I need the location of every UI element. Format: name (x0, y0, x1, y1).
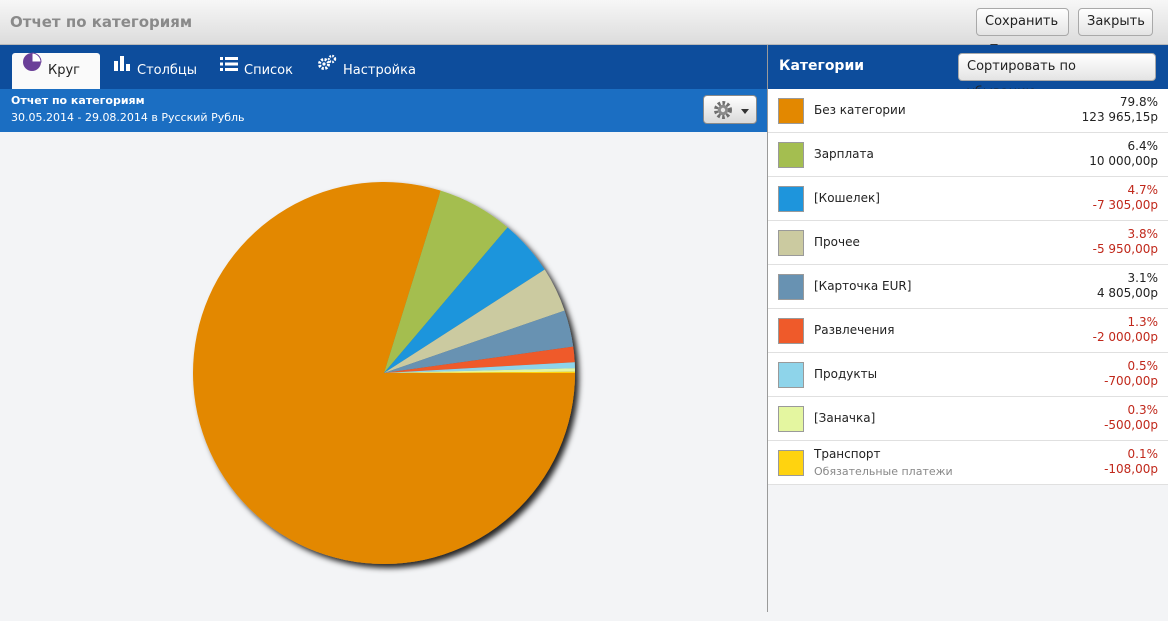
pie-slice[interactable] (384, 227, 545, 373)
category-name: Без категории (814, 103, 906, 117)
category-color-swatch (778, 186, 804, 212)
pie-slice[interactable] (384, 310, 574, 373)
category-percent: 79.8% (1119, 95, 1158, 109)
pie-slice[interactable] (384, 371, 575, 373)
category-amount: 4 805,00р (1096, 286, 1158, 300)
category-row[interactable]: Без категории 79.8% 123 965,15р (768, 89, 1168, 133)
category-row[interactable]: Зарплата 6.4% 10 000,00р (768, 133, 1168, 177)
pie-chart-icon (22, 51, 42, 87)
chevron-down-icon (741, 109, 749, 114)
category-color-swatch (778, 274, 804, 300)
category-name: Развлечения (814, 323, 895, 337)
pie-slice[interactable] (384, 190, 508, 373)
chart-area (0, 132, 767, 621)
panel-divider (767, 45, 768, 612)
category-percent: 0.3% (1127, 403, 1159, 417)
categories-title: Категории (779, 58, 865, 74)
report-settings-button[interactable] (703, 95, 757, 124)
category-percent: 1.3% (1127, 315, 1159, 329)
sort-dropdown[interactable]: Сортировать по убыванию (958, 53, 1156, 100)
report-title: Отчет по категориям (11, 94, 145, 107)
category-name: [Кошелек] (814, 191, 880, 205)
category-name: Транспорт (814, 447, 881, 461)
category-amount: -5 950,00р (1092, 242, 1158, 256)
tab-list-label: Список (244, 63, 293, 78)
pie-slice[interactable] (384, 362, 575, 373)
tab-settings-label: Настройка (343, 63, 416, 78)
pie-chart (193, 182, 575, 564)
category-percent: 0.5% (1127, 359, 1159, 373)
tab-columns-label: Столбцы (137, 63, 198, 78)
category-name: Зарплата (814, 147, 874, 161)
category-percent: 3.1% (1127, 271, 1159, 285)
category-amount: 10 000,00р (1089, 154, 1158, 168)
list-icon (220, 51, 238, 87)
category-row[interactable]: Развлечения 1.3% -2 000,00р (768, 309, 1168, 353)
category-percent: 3.8% (1127, 227, 1159, 241)
gear-icon (713, 100, 733, 124)
category-name: Прочее (814, 235, 860, 249)
gears-icon (317, 51, 337, 87)
category-color-swatch (778, 406, 804, 432)
close-button[interactable]: Закрыть (1078, 8, 1153, 36)
category-row[interactable]: [Кошелек] 4.7% -7 305,00р (768, 177, 1168, 221)
pie-slice[interactable] (384, 269, 565, 373)
category-row[interactable]: Транспорт Обязательные платежи 0.1% -108,00… (768, 441, 1168, 485)
tab-pie[interactable]: Круг (12, 51, 100, 89)
title-bar: Отчет по категориям Сохранить Закрыть (0, 0, 1168, 49)
category-color-swatch (778, 142, 804, 168)
category-row[interactable]: [Заначка] 0.3% -500,00р (768, 397, 1168, 441)
category-amount: 123 965,15р (1081, 110, 1158, 124)
pie-slice[interactable] (193, 182, 575, 564)
category-color-swatch (778, 230, 804, 256)
category-color-swatch (778, 318, 804, 344)
category-name: Продукты (814, 367, 878, 381)
report-subtitle: 30.05.2014 - 29.08.2014 в Русский Рубль (11, 111, 245, 124)
category-color-swatch (778, 450, 804, 476)
category-percent: 6.4% (1127, 139, 1159, 153)
category-amount: -7 305,00р (1092, 198, 1158, 212)
save-button[interactable]: Сохранить (976, 8, 1069, 49)
report-header: Отчет по категориям 30.05.2014 - 29.08.2… (0, 89, 767, 132)
category-row[interactable]: Продукты 0.5% -700,00р (768, 353, 1168, 397)
tab-settings[interactable]: Настройка (307, 53, 426, 89)
save-button-label: Сохранить (985, 14, 1059, 29)
category-percent: 4.7% (1127, 183, 1159, 197)
bar-chart-icon (113, 51, 131, 87)
close-button-label: Закрыть (1087, 14, 1145, 29)
tab-columns[interactable]: Столбцы (103, 53, 207, 89)
category-amount: -2 000,00р (1092, 330, 1158, 344)
pie-slice[interactable] (384, 346, 575, 373)
category-subtitle: Обязательные платежи (814, 465, 953, 478)
category-percent: 0.1% (1127, 447, 1159, 461)
tab-list[interactable]: Список (210, 53, 303, 89)
category-color-swatch (778, 98, 804, 124)
category-row[interactable]: Прочее 3.8% -5 950,00р (768, 221, 1168, 265)
category-name: [Заначка] (814, 411, 876, 425)
window-title: Отчет по категориям (10, 13, 193, 31)
tab-bar: Круг Столбцы Список Настройка (0, 45, 767, 89)
category-name: [Карточка EUR] (814, 279, 912, 293)
category-amount: -108,00р (1104, 462, 1158, 476)
pie-slice[interactable] (384, 368, 575, 373)
category-list: Без категории 79.8% 123 965,15р Зарплата 6.4… (768, 89, 1168, 485)
category-row[interactable]: [Карточка EUR] 3.1% 4 805,00р (768, 265, 1168, 309)
tab-pie-label: Круг (48, 63, 81, 78)
category-color-swatch (778, 362, 804, 388)
category-amount: -700,00р (1104, 374, 1158, 388)
categories-header: Категории Сортировать по убыванию (768, 45, 1168, 100)
category-amount: -500,00р (1104, 418, 1158, 432)
